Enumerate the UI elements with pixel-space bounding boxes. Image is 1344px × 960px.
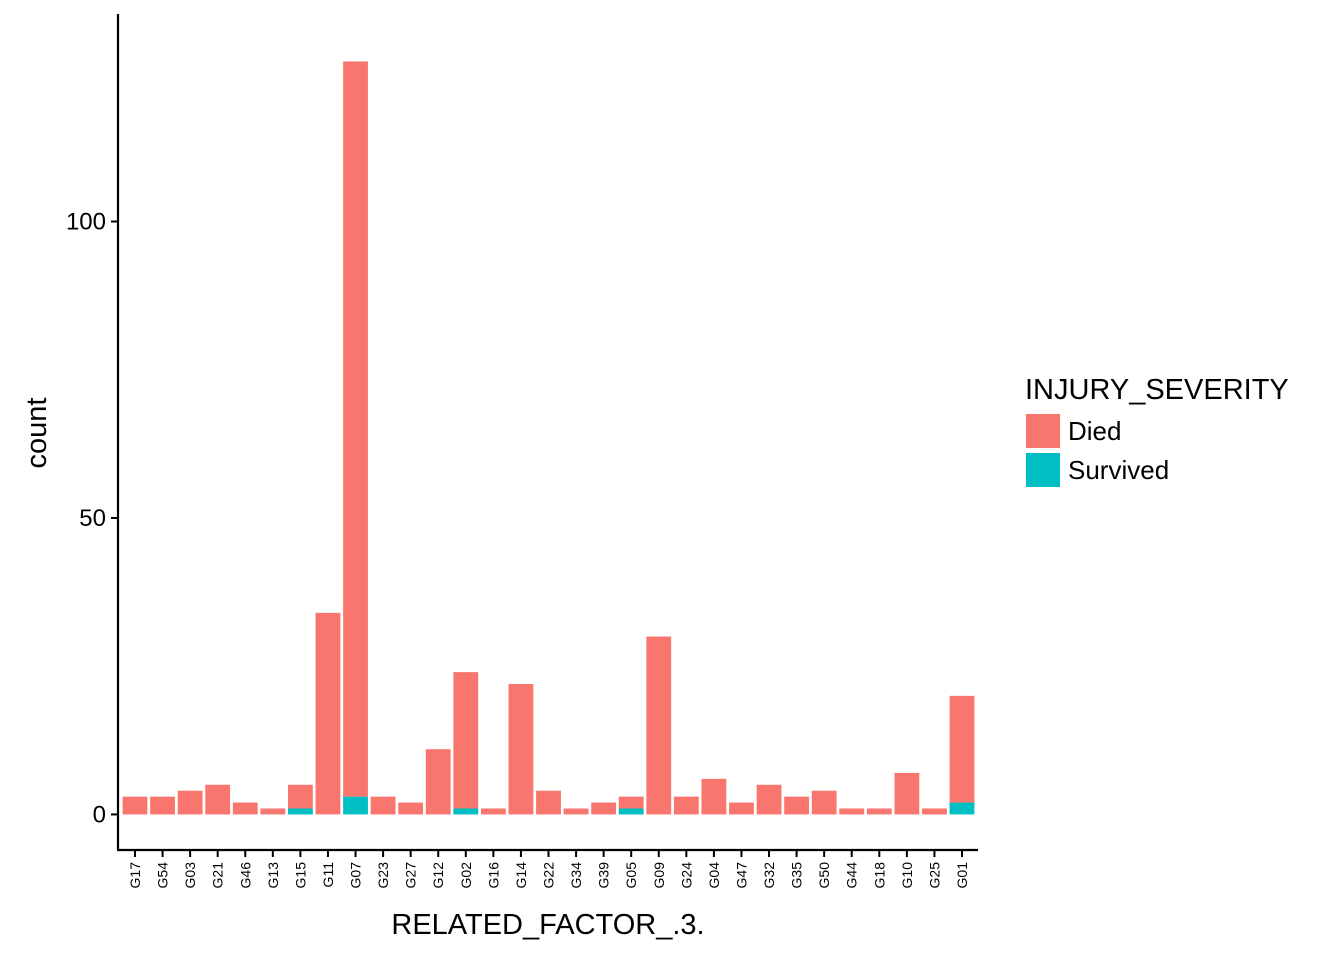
bar-G05-died: [618, 796, 644, 809]
bar-G11-died: [315, 612, 341, 815]
bar-G39-died: [591, 802, 617, 815]
bar-G47-died: [729, 802, 754, 815]
x-tick-label: G47: [733, 862, 749, 889]
bar-G01-died: [949, 695, 975, 803]
bar-G18-died: [866, 808, 892, 815]
x-tick-label: G39: [596, 862, 612, 889]
x-tick-label: G11: [320, 862, 336, 888]
x-tick-label: G16: [485, 862, 501, 889]
bar-G46-died: [232, 802, 258, 815]
bar-G22-died: [536, 790, 561, 815]
x-tick-label: G12: [430, 862, 446, 889]
bar-G15-died: [288, 784, 313, 809]
x-tick-label: G54: [155, 862, 171, 889]
x-tick-label: G09: [651, 862, 667, 889]
y-tick-label: 0: [93, 801, 106, 828]
x-tick-label: G14: [513, 862, 529, 889]
x-tick-label: G32: [761, 862, 777, 889]
legend-title: INJURY_SEVERITY: [1025, 374, 1289, 406]
bar-G54-died: [150, 796, 175, 815]
x-tick-label: G18: [871, 862, 887, 889]
x-axis-title: RELATED_FACTOR_.3.: [391, 909, 704, 941]
bar-G17-died: [122, 796, 148, 815]
y-tick-label: 100: [66, 209, 106, 236]
x-tick-label: G05: [623, 862, 639, 889]
bar-G35-died: [784, 796, 810, 815]
x-tick-label: G50: [816, 862, 832, 889]
x-tick-label: G25: [926, 862, 942, 889]
bar-G02-died: [453, 672, 479, 809]
bar-G27-died: [398, 802, 424, 815]
bar-G25-died: [922, 808, 947, 815]
bar-G32-died: [756, 784, 782, 815]
x-tick-label: G46: [237, 862, 253, 889]
x-tick-label: G15: [292, 862, 308, 889]
bar-G01-survived: [949, 802, 975, 815]
x-tick-label: G01: [954, 862, 970, 889]
bar-G03-died: [177, 790, 203, 815]
bar-G07-survived: [343, 796, 368, 815]
legend-items: Died Survived: [1026, 414, 1169, 487]
x-tick-label: G27: [403, 862, 419, 889]
x-tick-label: G34: [568, 862, 584, 889]
x-tick-label: G22: [541, 862, 557, 889]
bar-G23-died: [370, 796, 396, 815]
bar-G07-died: [343, 61, 368, 797]
x-tick-label: G17: [127, 862, 143, 889]
bar-G14-died: [508, 683, 534, 815]
x-tick-label: G35: [789, 862, 805, 889]
bar-G16-died: [480, 808, 506, 815]
bar-G24-died: [673, 796, 699, 815]
x-tick-label: G02: [458, 862, 474, 889]
bar-G15-survived: [288, 808, 313, 815]
bar-G02-survived: [453, 808, 479, 815]
x-axis-ticks: G17 G54 G03 G21 G46 G13 G15 G11 G07 G23 G27 G12 G02 G…: [127, 850, 970, 888]
x-tick-label: G04: [706, 862, 722, 889]
bar-G04-died: [701, 778, 727, 815]
bars-layer: [122, 61, 975, 815]
bar-G34-died: [563, 808, 589, 815]
legend-label-died: Died: [1068, 416, 1121, 446]
legend: INJURY_SEVERITY Died Survived: [1025, 374, 1289, 487]
bar-G10-died: [894, 772, 920, 815]
bar-G05-survived: [618, 808, 644, 815]
bar-G12-died: [425, 749, 451, 815]
bar-G44-died: [839, 808, 865, 815]
x-tick-label: G13: [265, 862, 281, 889]
bar-G50-died: [811, 790, 837, 815]
legend-key-survived: [1026, 453, 1060, 487]
x-tick-label: G24: [678, 862, 694, 889]
x-tick-label: G07: [348, 862, 364, 889]
x-tick-label: G10: [899, 862, 915, 889]
y-axis-title: count: [21, 398, 53, 469]
x-tick-label: G21: [210, 862, 226, 889]
bar-G21-died: [205, 784, 231, 815]
bar-G13-died: [260, 808, 286, 815]
legend-key-died: [1026, 414, 1060, 448]
legend-label-survived: Survived: [1068, 455, 1169, 485]
y-tick-label: 50: [79, 505, 106, 532]
y-axis-ticks: 0 50 100: [66, 209, 118, 828]
bar-G09-died: [646, 636, 672, 815]
x-tick-label: G44: [844, 862, 860, 889]
x-tick-label: G03: [182, 862, 198, 889]
x-tick-label: G23: [375, 862, 391, 889]
